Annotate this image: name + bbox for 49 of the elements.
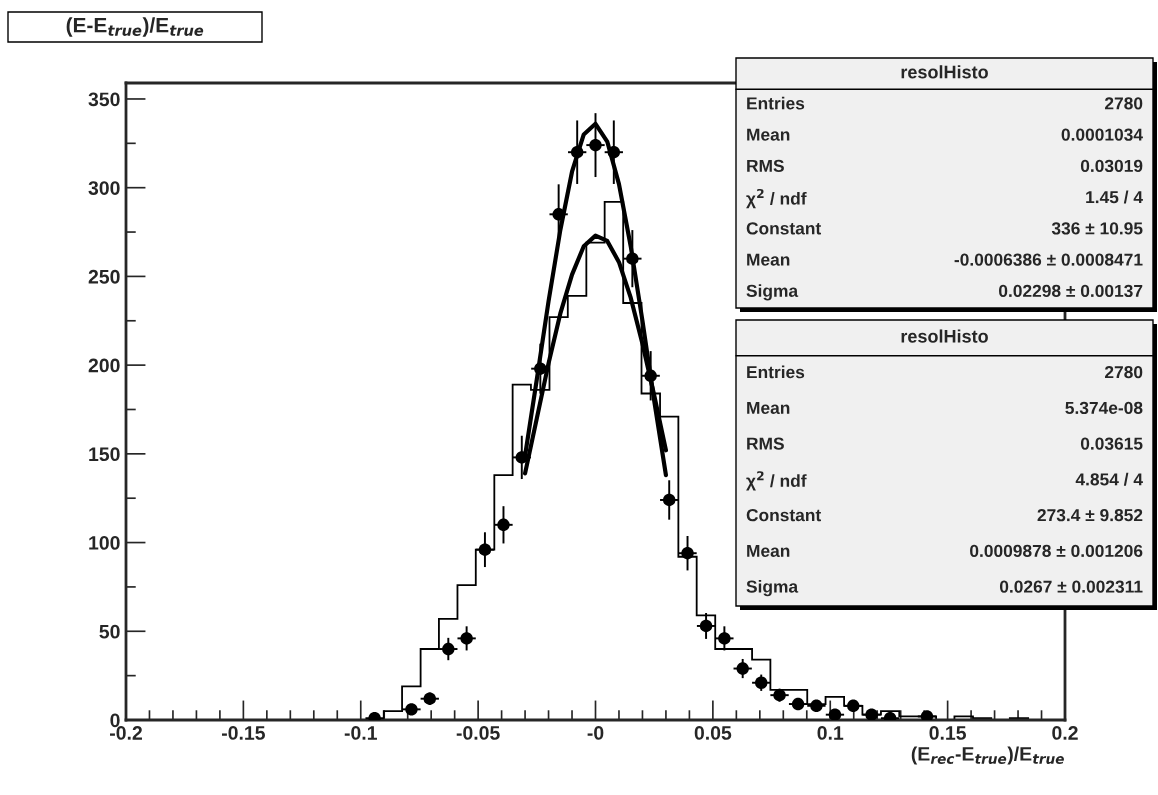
text: resolHisto — [901, 65, 988, 79]
y-tick-label: 150 — [89, 447, 120, 462]
y-tick-label: 350 — [88, 92, 120, 107]
text: 4.854 / 4 — [1075, 472, 1143, 486]
annotation: Sigma — [746, 284, 799, 301]
text: 0.03615 — [1080, 437, 1143, 450]
y-tick-label: 300 — [88, 181, 120, 195]
text: 2780 — [1104, 97, 1143, 110]
annotation: 336 ± 10.95 — [1051, 222, 1143, 235]
annotation: Mean — [747, 253, 790, 266]
y-tick-label: 250 — [88, 269, 120, 284]
x-tick-label: 0.1 — [817, 726, 844, 740]
annotation: RMS — [747, 159, 784, 173]
x-tick-label: -0.2 — [110, 726, 142, 740]
x-tick-label: -0 — [587, 726, 604, 740]
annotation: resolHisto — [901, 329, 988, 343]
chart-title: (E-E$_{true}$)/E$_{true}$ — [66, 17, 204, 37]
y-tick-label: 100 — [89, 536, 120, 550]
x-tick-label: -0.05 — [456, 726, 500, 740]
annotation: χ$^{2}$ / ndf — [746, 471, 807, 491]
text: 5.374e-08 — [1065, 401, 1143, 415]
annotation: Sigma — [746, 580, 799, 597]
annotation: Mean — [747, 544, 790, 558]
text: 1.45 / 4 — [1086, 190, 1143, 204]
annotation: Constant — [746, 222, 822, 235]
y-tick-label: 200 — [88, 358, 120, 373]
annotation: Entries — [747, 96, 805, 110]
y-tick-label: 50 — [99, 624, 120, 639]
annotation: Entries — [747, 365, 805, 379]
text: 0.03019 — [1080, 159, 1143, 173]
x-axis-title: (E$_{rec}$-E$_{true}$)/E$_{true}$ — [911, 746, 1064, 765]
x-tick-label: 0.05 — [694, 726, 732, 740]
x-tick-label: -0.15 — [221, 726, 265, 740]
x-tick-label: -0.1 — [344, 726, 377, 740]
annotation: RMS — [747, 437, 784, 450]
annotation: 273.4 ± 9.852 — [1037, 508, 1143, 522]
x-tick-label: 0.15 — [929, 726, 967, 740]
annotation: 0.02298 ± 0.00137 — [999, 284, 1143, 298]
annotation: Constant — [746, 508, 822, 522]
annotation: -0.0006386 ± 0.0008471 — [954, 253, 1143, 266]
text: 2780 — [1104, 365, 1143, 379]
annotation: Mean — [747, 128, 790, 141]
annotation: 0.0009878 ± 0.001206 — [970, 544, 1143, 558]
annotation: 0.0001034 — [1061, 128, 1143, 141]
x-tick-label: 0.2 — [1052, 726, 1078, 740]
annotation: χ$^{2}$ / ndf — [746, 188, 807, 209]
y-tick-label: 0 — [110, 713, 120, 728]
annotation: 0.0267 ± 0.002311 — [999, 580, 1143, 593]
annotation: Mean — [747, 401, 790, 415]
